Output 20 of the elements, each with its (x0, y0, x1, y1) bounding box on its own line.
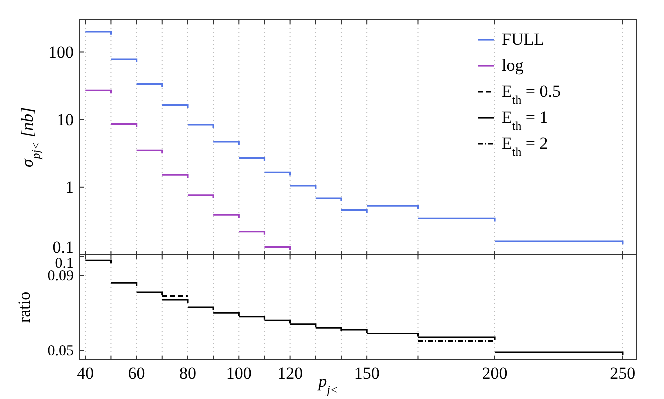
x-tick-label: 80 (179, 364, 196, 383)
legend-label: FULL (502, 30, 544, 49)
x-tick-label: 100 (226, 364, 252, 383)
y-tick-label: 10 (57, 110, 74, 130)
x-axis-title: p$_{j<}$ (318, 372, 338, 397)
y-tick-label: 1 (66, 178, 74, 198)
x-tick-label: 120 (278, 364, 304, 383)
y-tick-label: 0.1 (52, 238, 74, 257)
x-tick-label: 60 (128, 364, 146, 383)
x-tick-label: 150 (354, 364, 380, 383)
x-tick-label: 250 (610, 364, 636, 383)
legend-label: log (502, 56, 524, 75)
legend-label: E$_{th}$ = 2 (502, 134, 548, 159)
y-axis-title: ratio (15, 292, 34, 324)
legend-label: E$_{th}$ = 1 (502, 108, 548, 133)
legend-label: E$_{th}$ = 0.5 (502, 82, 561, 107)
y-tick-label: 0.05 (48, 344, 74, 360)
y-tick-label: 100 (48, 42, 74, 62)
x-tick-label: 40 (77, 364, 94, 383)
x-tick-label: 200 (482, 364, 508, 383)
